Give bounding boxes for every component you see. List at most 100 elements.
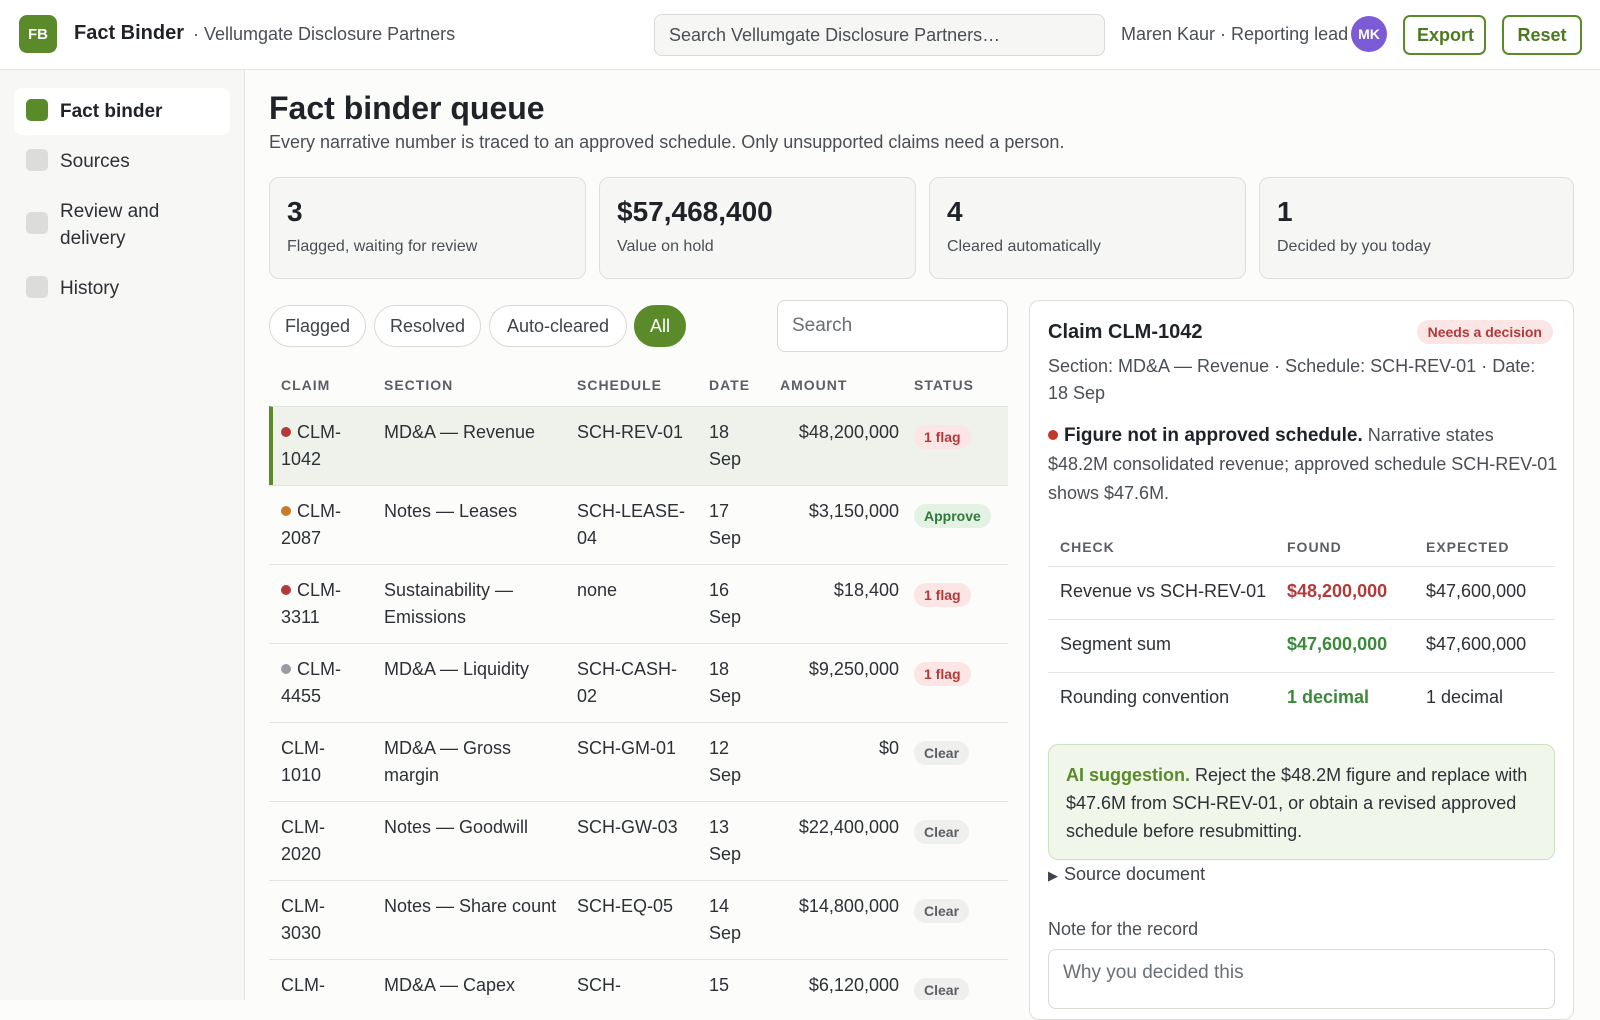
cell-amount: $14,800,000 [798, 896, 899, 916]
check-name: Revenue vs SCH-REV-01 [1060, 581, 1267, 601]
column-header-check: CHECK [1060, 539, 1115, 555]
claim-meta: Section: MD&A — Revenue · Schedule: SCH-… [1048, 356, 1536, 403]
stat-label: Cleared automatically [947, 238, 1101, 255]
cell-status: 1 flag [914, 581, 971, 608]
sidebar-item-sources[interactable]: Sources [14, 138, 230, 185]
table-search-input[interactable] [777, 300, 1008, 352]
cell-date: 16 Sep [709, 580, 742, 627]
table-row[interactable]: CLM-3311 Sustainability — Emissions none 16… [269, 564, 1008, 644]
avatar[interactable]: MK [1351, 16, 1387, 52]
cell-section: Notes — Goodwill [384, 817, 529, 837]
cell-claim: CLM-3030 [281, 893, 361, 947]
ai-suggestion-text: Reject the $48.2M figure and replace wit… [1066, 765, 1528, 841]
cell-date: 13 Sep [709, 817, 742, 864]
global-search-input[interactable] [654, 14, 1105, 56]
org-name: · Vellumgate Disclosure Partners [193, 24, 456, 44]
sidebar-item-fact-binder[interactable]: Fact binder [14, 88, 230, 135]
cell-amount: $3,150,000 [808, 501, 899, 521]
cell-schedule: SCH-LEASE-04 [577, 501, 686, 548]
check-name: Rounding convention [1060, 687, 1230, 707]
cell-schedule: SCH-GM-01 [577, 738, 677, 758]
claim-id: CLM- [281, 975, 325, 995]
cell-date: 14 Sep [709, 896, 742, 943]
stat-value: 1 [1277, 196, 1293, 227]
page-title: Fact binder queue [269, 90, 545, 126]
cell-status: 1 flag [914, 423, 971, 450]
cell-date: 18 Sep [709, 659, 742, 706]
sidebar-item-history[interactable]: History [14, 265, 230, 312]
table-row[interactable]: CLM-1010 MD&A — Gross margin SCH-GM-01 12 S… [269, 722, 1008, 802]
reset-button[interactable]: Reset [1502, 15, 1582, 55]
table-row[interactable]: CLM- MD&A — Capex SCH- 15 $6,120,000 Clear [269, 959, 1008, 1000]
cell-status: Clear [914, 897, 970, 924]
claim-id: CLM-1010 [281, 738, 325, 785]
table-row[interactable]: CLM-3030 Notes — Share count SCH-EQ-05 14 S… [269, 880, 1008, 960]
user-info: Maren Kaur · Reporting lead [1121, 24, 1349, 44]
nav-square-icon [26, 212, 48, 234]
stat-card-flagged: 3 Flagged, waiting for review [269, 177, 586, 279]
ai-suggestion-label: AI suggestion. [1066, 765, 1191, 785]
note-input[interactable] [1048, 949, 1555, 1009]
source-document-toggle[interactable]: ▶ Source document [1048, 864, 1205, 885]
stat-label: Flagged, waiting for review [287, 238, 478, 255]
cell-claim: CLM-3311 [281, 577, 361, 631]
status-badge: 1 flag [914, 583, 971, 607]
sidebar-item-label: Sources [60, 151, 130, 172]
sidebar-item-label: Fact binder [60, 101, 163, 122]
column-header-status: STATUS [914, 377, 974, 393]
nav-square-icon [26, 149, 48, 171]
cell-section: MD&A — Gross margin [384, 738, 512, 785]
status-badge: Approve [914, 504, 991, 528]
check-expected: 1 decimal [1426, 687, 1504, 707]
cell-status: Approve [914, 502, 991, 529]
check-found: 1 decimal [1287, 687, 1370, 707]
filter-chip-resolved[interactable]: Resolved [374, 305, 481, 347]
status-badge: Clear [914, 978, 970, 1000]
check-found: $48,200,000 [1287, 581, 1388, 601]
cell-section: MD&A — Capex [384, 975, 516, 995]
table-row[interactable]: CLM-2087 Notes — Leases SCH-LEASE-04 17 Sep… [269, 485, 1008, 565]
cell-amount: $18,400 [833, 580, 899, 600]
table-row[interactable]: CLM-4455 MD&A — Liquidity SCH-CASH-02 18 Se… [269, 643, 1008, 723]
status-badge: 1 flag [914, 425, 971, 449]
export-button[interactable]: Export [1403, 15, 1486, 55]
cell-schedule: SCH- [577, 975, 621, 995]
cell-claim: CLM-1010 [281, 735, 361, 789]
filter-chip-auto-cleared[interactable]: Auto-cleared [489, 305, 627, 347]
claim-title: Claim CLM-1042 [1048, 321, 1203, 343]
check-row: Rounding convention 1 decimal 1 decimal [1048, 672, 1555, 725]
cell-amount: $0 [878, 738, 899, 758]
stat-value: 3 [287, 196, 303, 227]
app-name: Fact Binder [74, 22, 185, 44]
claims-table: CLAIM SECTION SCHEDULE DATE AMOUNT STATU… [269, 370, 1008, 1000]
cell-claim: CLM-2020 [281, 814, 361, 868]
filter-chip-flagged[interactable]: Flagged [269, 305, 366, 347]
cell-section: Notes — Leases [384, 501, 518, 521]
ai-suggestion-box: AI suggestion. Reject the $48.2M figure … [1048, 744, 1555, 860]
column-header-date: DATE [709, 377, 751, 393]
triangle-right-icon: ▶ [1048, 868, 1058, 883]
filter-chip-all[interactable]: All [634, 305, 686, 347]
status-badge: Clear [914, 741, 970, 765]
table-row[interactable]: CLM-1042 MD&A — Revenue SCH-REV-01 18 Sep $4… [269, 406, 1008, 486]
finding-title: Figure not in approved schedule. [1064, 425, 1363, 446]
table-row[interactable]: CLM-2020 Notes — Goodwill SCH-GW-03 13 Sep $… [269, 801, 1008, 881]
source-document-label: Source document [1064, 864, 1206, 884]
cell-status: Clear [914, 976, 970, 1000]
cell-schedule: SCH-REV-01 [577, 422, 684, 442]
check-name: Segment sum [1060, 634, 1172, 654]
cell-amount: $9,250,000 [808, 659, 899, 679]
stat-card-cleared: 4 Cleared automatically [929, 177, 1246, 279]
check-found: $47,600,000 [1287, 634, 1388, 654]
status-badge: Clear [914, 820, 970, 844]
check-row: Segment sum $47,600,000 $47,600,000 [1048, 619, 1555, 672]
claim-detail-panel: Claim CLM-1042 Needs a decision Section:… [1029, 300, 1574, 1020]
status-dot-icon [281, 585, 291, 595]
cell-section: MD&A — Revenue [384, 422, 536, 442]
finding-body: Narrative states $48.2M consolidated rev… [1048, 425, 1558, 503]
sidebar-item-review-and-delivery[interactable]: Review and delivery [14, 188, 174, 262]
cell-status: Clear [914, 739, 970, 766]
flag-dot-icon [1048, 430, 1058, 440]
cell-section: MD&A — Liquidity [384, 659, 530, 679]
check-row: Revenue vs SCH-REV-01 $48,200,000 $47,600,… [1048, 566, 1555, 619]
